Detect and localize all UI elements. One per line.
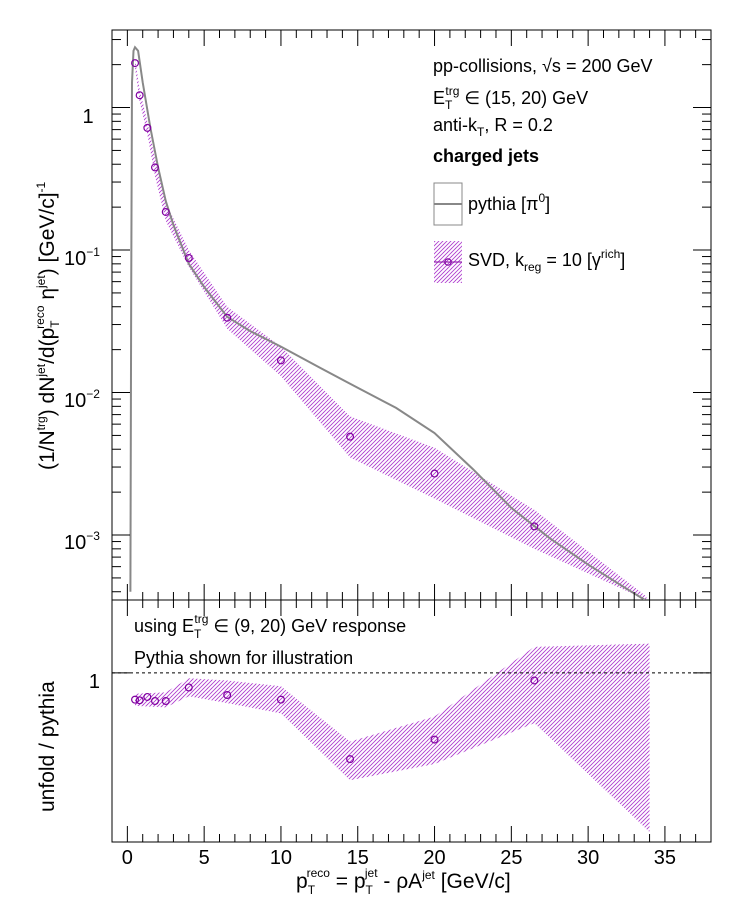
pythia-line xyxy=(129,45,646,600)
bottom-plot-frame xyxy=(111,599,712,843)
top-plot-frame xyxy=(111,29,712,601)
svd-point xyxy=(135,91,144,100)
ratio-point xyxy=(276,695,285,704)
top-y-axis-title: (1/Ntrg) dNjet/d(pTreco ηjet) [GeV/c]-1 xyxy=(33,181,62,470)
svd-point xyxy=(223,313,232,322)
svd-point xyxy=(430,469,439,478)
y-tick-label-1e-2: 10−2 xyxy=(64,387,100,412)
annotation-charged-jets: charged jets xyxy=(433,146,539,166)
ratio-y-tick-label: 1 xyxy=(89,671,100,693)
bottom-annotations: using ETtrg ∈ (9, 20) GeV response Pythi… xyxy=(134,612,406,668)
x-tick-label: 10 xyxy=(270,847,292,869)
ratio-band-area xyxy=(135,643,650,832)
svd-point xyxy=(346,432,355,441)
x-tick-label: 15 xyxy=(347,847,369,869)
ratio-point xyxy=(223,690,232,699)
svd-point xyxy=(184,253,193,262)
x-tick-label: 30 xyxy=(577,847,599,869)
svd-point xyxy=(151,163,160,172)
svd-point xyxy=(131,59,140,68)
svd-point xyxy=(276,356,285,365)
bottom-y-axis-title: unfold / pythia xyxy=(36,681,59,812)
annotation-trigger: ETtrg ∈ (15, 20) GeV xyxy=(433,84,588,112)
svd-uncertainty-band xyxy=(135,58,647,600)
pythia-curve xyxy=(129,45,646,600)
x-tick-label: 20 xyxy=(423,847,445,869)
axis-ticks xyxy=(111,30,712,842)
ratio-point xyxy=(530,676,539,685)
legend: pythia [π0] SVD, kreg = 10 [γrich] xyxy=(433,182,625,283)
legend-pythia-label: pythia [π0] xyxy=(468,191,550,214)
ratio-points xyxy=(131,676,539,764)
x-tick-label: 5 xyxy=(199,847,210,869)
svd-points xyxy=(131,59,539,531)
svd-point xyxy=(161,207,170,216)
annotation-response: using ETtrg ∈ (9, 20) GeV response xyxy=(134,612,406,641)
x-tick-label: 0 xyxy=(122,847,133,869)
ratio-point xyxy=(135,696,144,705)
x-tick-labels: 0 5 10 15 20 25 30 35 xyxy=(122,847,676,869)
x-tick-label: 35 xyxy=(654,847,676,869)
ratio-point xyxy=(346,755,355,764)
y-tick-label-1: 1 xyxy=(82,106,93,128)
ratio-point xyxy=(151,697,160,706)
annotation-collisions: pp-collisions, √s = 200 GeV xyxy=(433,56,653,76)
y-tick-label-1e-1: 10−1 xyxy=(64,245,100,270)
legend-svd-label: SVD, kreg = 10 [γrich] xyxy=(468,247,625,274)
ratio-point xyxy=(131,695,140,704)
ratio-point xyxy=(143,692,152,701)
y-tick-label-1e-3: 10−3 xyxy=(64,529,100,554)
svd-point xyxy=(530,522,539,531)
ratio-point xyxy=(184,683,193,692)
top-y-tick-labels: 1 10−1 10−2 10−3 xyxy=(64,106,100,554)
x-axis-title: pTreco = pTjet - ρAjet [GeV/c] xyxy=(296,866,511,897)
ratio-uncertainty-band xyxy=(135,643,650,832)
top-annotations: pp-collisions, √s = 200 GeV ETtrg ∈ (15,… xyxy=(433,56,653,166)
x-tick-label: 25 xyxy=(500,847,522,869)
legend-svd-marker xyxy=(444,258,452,266)
annotation-jet-algo: anti-kT, R = 0.2 xyxy=(433,115,553,139)
svd-point xyxy=(143,123,152,132)
annotation-illustration: Pythia shown for illustration xyxy=(134,648,353,668)
svd-band-area xyxy=(135,58,647,600)
ratio-point xyxy=(161,697,170,706)
ratio-point xyxy=(430,735,439,744)
